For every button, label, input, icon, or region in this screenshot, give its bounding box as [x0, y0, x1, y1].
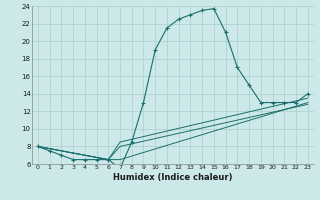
X-axis label: Humidex (Indice chaleur): Humidex (Indice chaleur) [113, 173, 233, 182]
